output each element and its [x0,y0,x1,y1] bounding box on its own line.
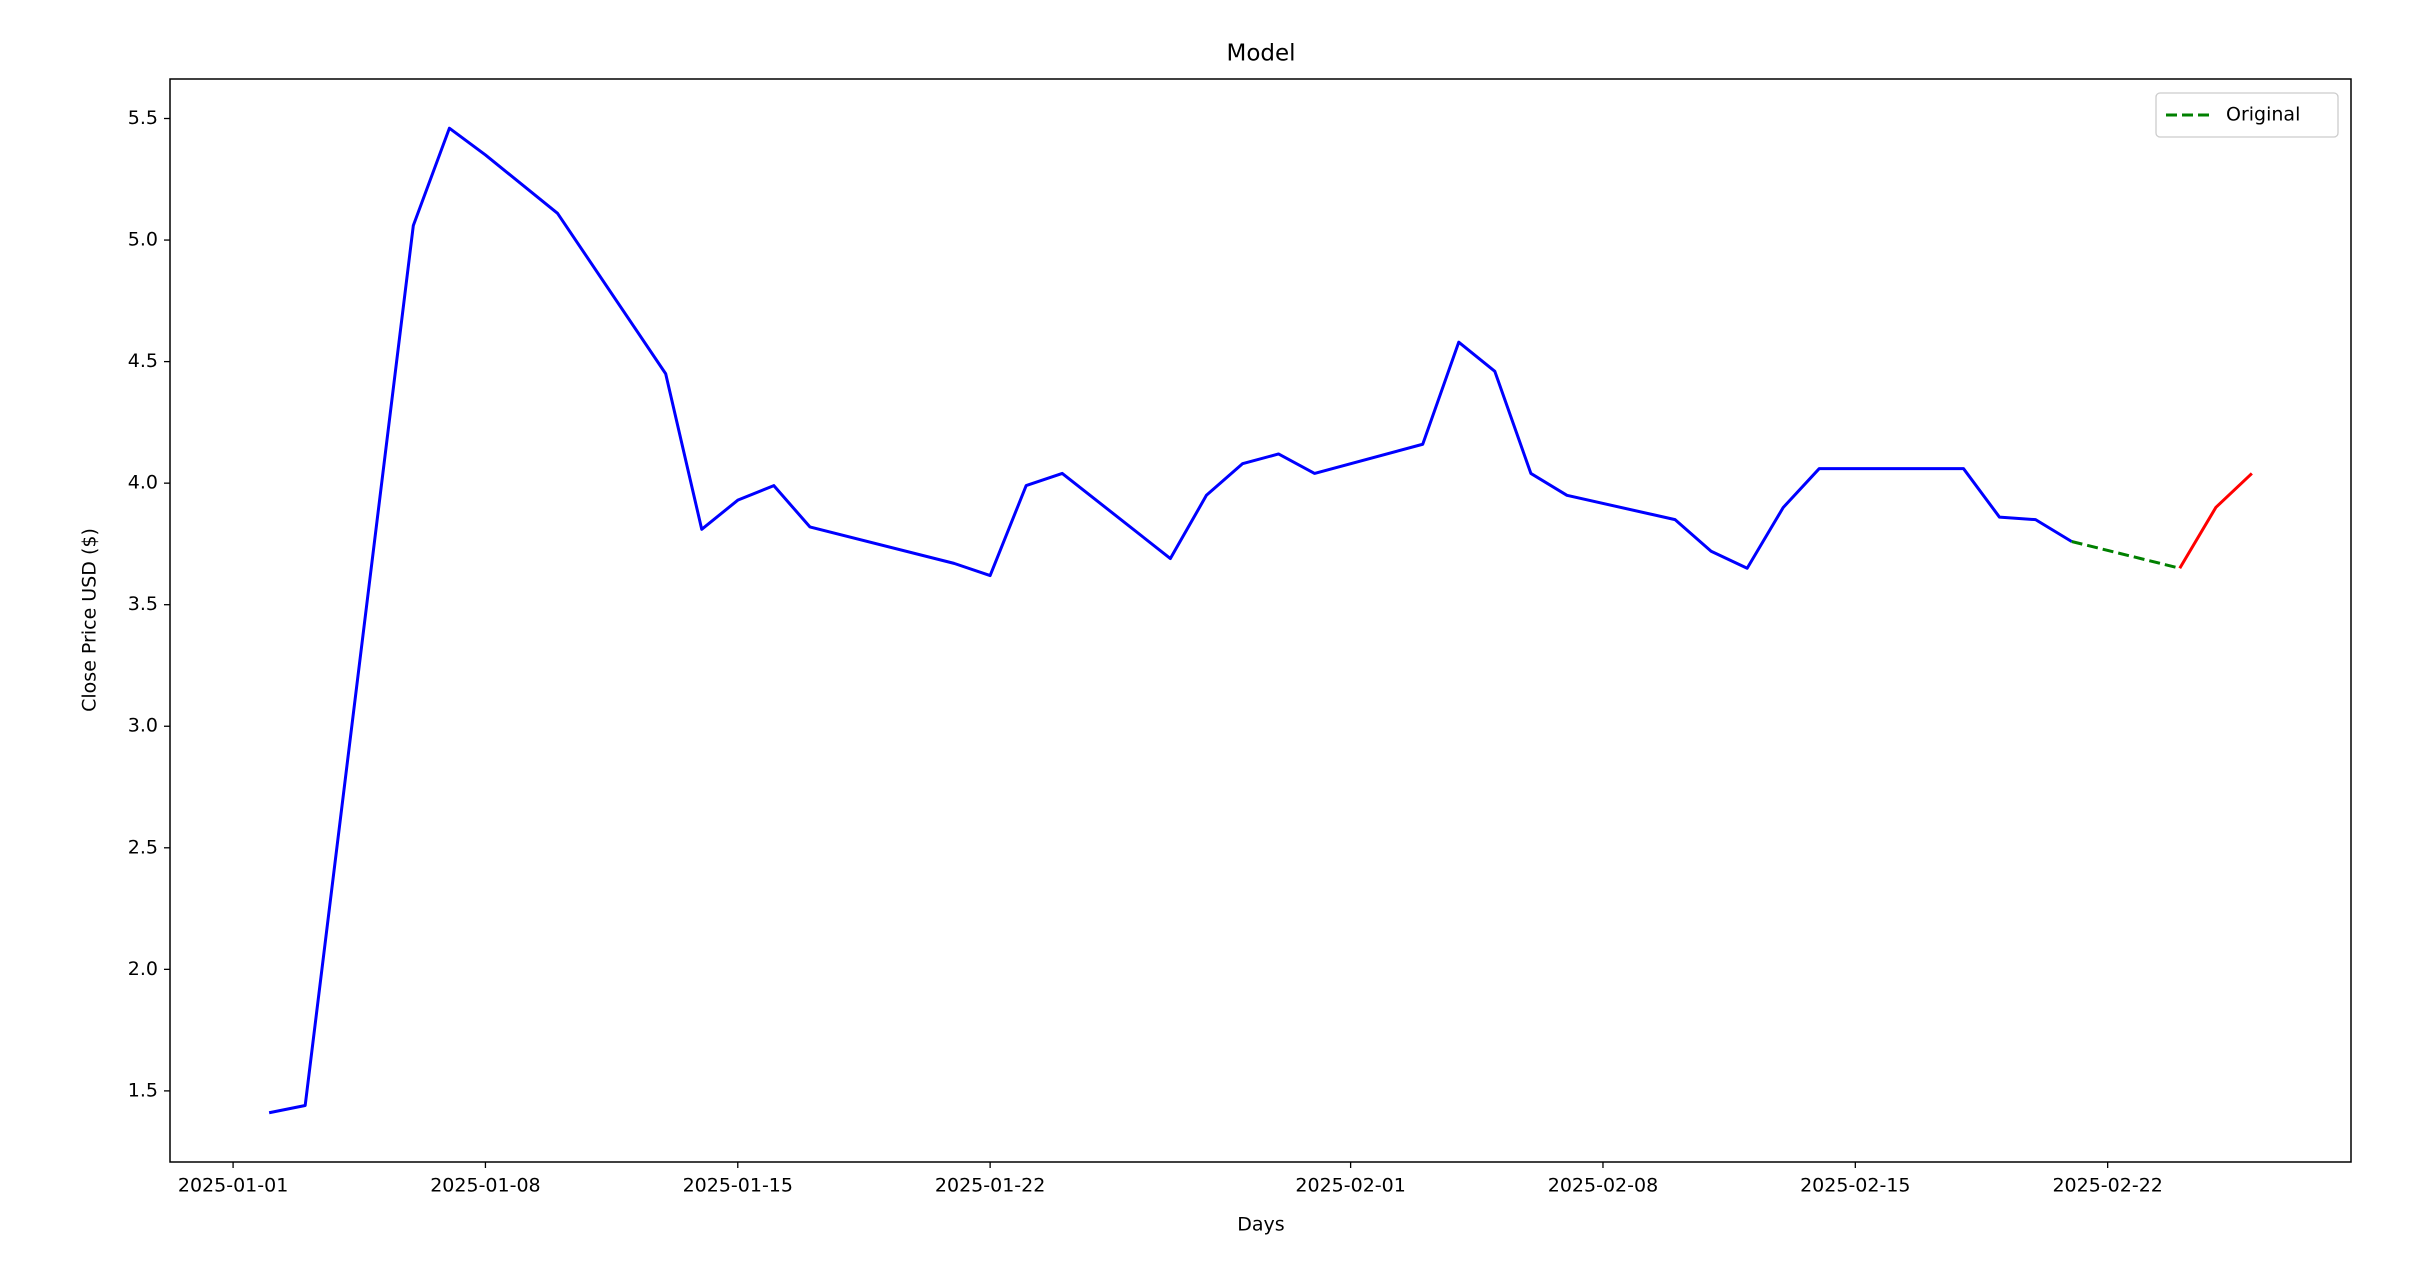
x-tick-label: 2025-01-01 [178,1175,288,1197]
plot-frame [169,78,2352,1163]
y-tick-label: 1.5 [128,1079,158,1101]
y-tick-label: 3.5 [128,593,158,615]
x-tick-label: 2025-02-15 [1800,1175,1910,1197]
y-tick-label: 2.5 [128,836,158,858]
line-series [2178,472,2253,569]
legend-box [2155,92,2339,138]
y-tick-label: 2.0 [128,958,158,980]
y-axis-label: Close Price USD ($) [79,528,101,712]
x-tick-label: 2025-01-08 [430,1175,540,1197]
x-tick-label: 2025-02-22 [2052,1175,2162,1197]
y-tick-label: 4.5 [128,350,158,372]
line-series [268,126,2073,1115]
chart-title: Model [1226,41,1295,67]
x-axis-label: Days [1237,1214,1284,1236]
y-tick-label: 5.5 [128,107,158,129]
y-tick-label: 4.0 [128,472,158,494]
x-tick-label: 2025-02-01 [1295,1175,1405,1197]
x-tick-label: 2025-01-22 [935,1175,1045,1197]
x-tick-label: 2025-01-15 [683,1175,793,1197]
x-tick-label: 2025-02-08 [1548,1175,1658,1197]
y-tick-label: 5.0 [128,229,158,251]
y-tick-label: 3.0 [128,715,158,737]
legend-label: Original [2226,104,2300,126]
line-series [2071,540,2181,570]
